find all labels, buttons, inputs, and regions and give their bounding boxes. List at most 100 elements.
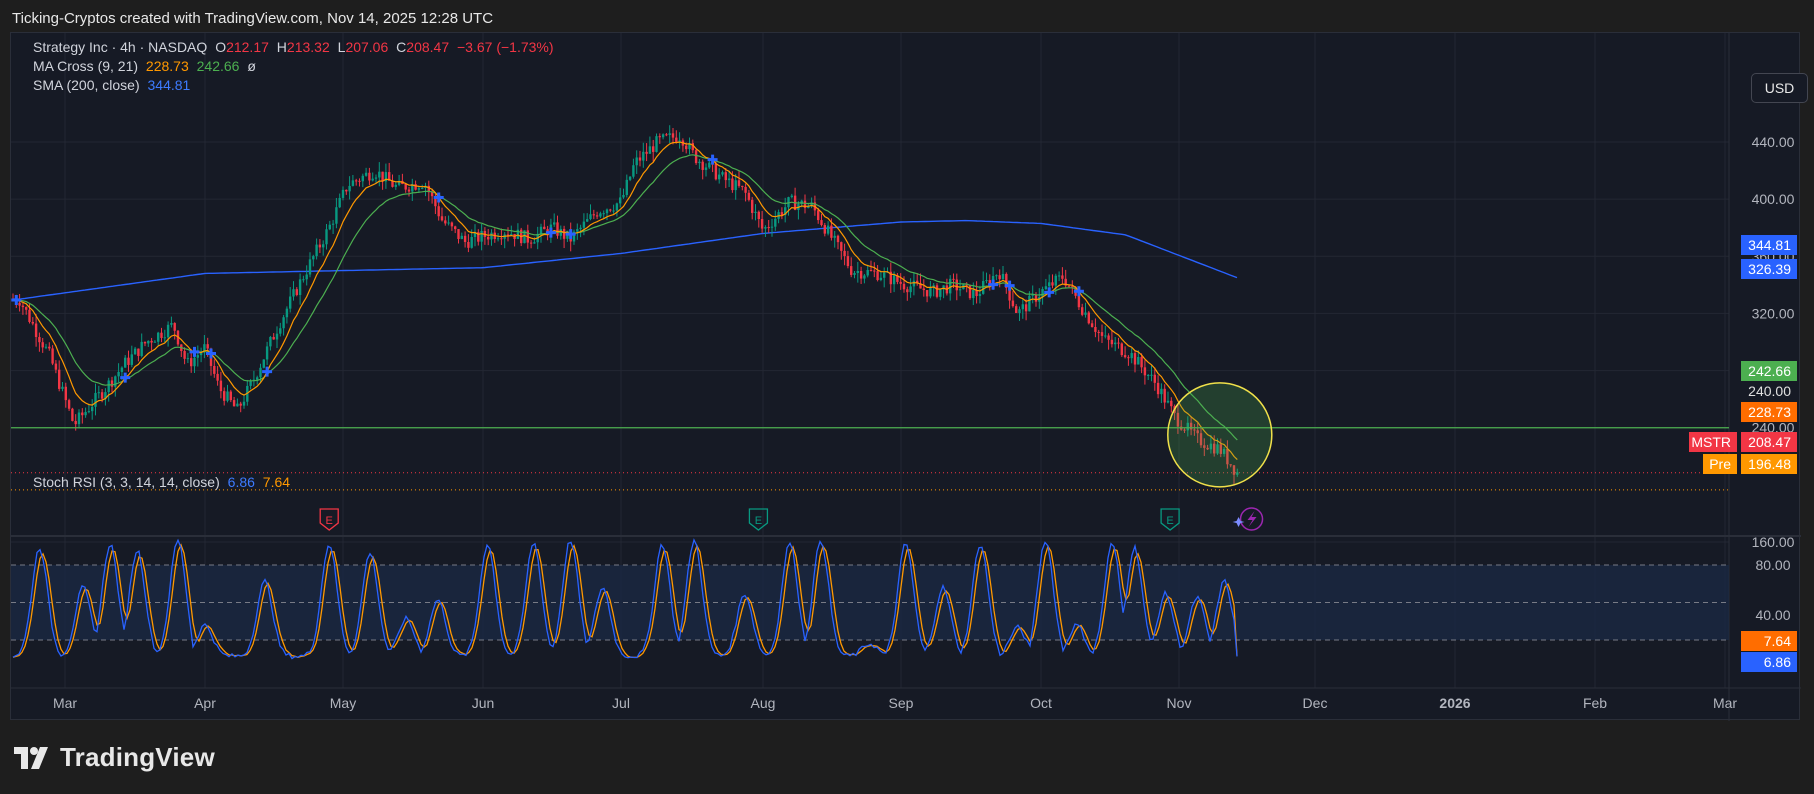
tradingview-logo-icon [14, 746, 48, 769]
candle-body [892, 275, 896, 285]
candle-body [133, 348, 137, 355]
candle-body [1048, 282, 1051, 287]
candle-body [625, 179, 628, 195]
candle-body [463, 235, 467, 242]
candle-body [226, 391, 229, 401]
chart-frame[interactable]: EEEE 440.00400.00360.00320.00280.00240.0… [10, 32, 1808, 721]
legend-symbol[interactable]: Strategy Inc · 4h · NASDAQ [33, 39, 208, 55]
candle-body [1226, 448, 1229, 465]
candle-body [833, 235, 836, 238]
candle-body [533, 242, 536, 244]
candle-body [925, 290, 929, 297]
price-tag-hline: 240.00 [1741, 381, 1797, 401]
candle-body [213, 365, 216, 374]
candle-body [1140, 356, 1143, 368]
candle-body [1084, 312, 1087, 315]
candle-body [1081, 307, 1084, 315]
candle-body [609, 209, 612, 211]
candle-body [724, 172, 727, 181]
candle-body [529, 242, 533, 244]
stoch-axis-tick: 40.00 [1755, 607, 1790, 623]
candle-body [701, 161, 704, 170]
candle-body [949, 278, 952, 294]
stoch-label: Stoch RSI (3, 3, 14, 14, close) [33, 474, 220, 490]
candle-body [269, 336, 272, 347]
legend-stoch[interactable]: Stoch RSI (3, 3, 14, 14, close) 6.86 7.6… [33, 474, 294, 490]
candle-body [1117, 342, 1120, 344]
price-tag-premarket: 196.48 [1741, 454, 1797, 474]
time-axis-tick: Mar [1713, 695, 1737, 711]
candle-body [193, 357, 196, 367]
candle-body [137, 348, 140, 356]
candle-body [74, 420, 77, 425]
candle-body [1051, 282, 1054, 286]
candle-body [539, 226, 543, 234]
candle-body [186, 358, 190, 360]
candle-body [48, 346, 51, 349]
ma-cross-marker [1044, 287, 1055, 298]
price-axis-tick: 320.00 [1752, 305, 1795, 321]
price-axis-tick: 400.00 [1752, 191, 1795, 207]
candle-body [619, 197, 622, 204]
candle-body [1127, 357, 1130, 359]
candle-body [876, 271, 879, 281]
candle-body [909, 286, 912, 293]
candle-body [665, 134, 668, 136]
candle-body [982, 281, 985, 294]
candle-body [157, 332, 160, 342]
time-axis-tick: Dec [1303, 695, 1328, 711]
candle-body [358, 180, 361, 182]
time-axis-tick: May [330, 695, 356, 711]
candle-body [1163, 388, 1166, 403]
tradingview-logo[interactable]: TradingView [14, 742, 215, 773]
legend-low-label: L [337, 39, 346, 55]
earnings-event-label: E [755, 515, 762, 527]
candle-body [1094, 327, 1097, 332]
legend-ma-cross[interactable]: MA Cross (9, 21) 228.73 242.66 ø [33, 58, 260, 74]
ma-cross-marker [262, 366, 273, 377]
candle-body [1130, 353, 1133, 359]
candle-body [444, 220, 447, 224]
candle-body [1213, 443, 1216, 454]
candle-body [100, 392, 104, 399]
candle-body [328, 224, 331, 230]
chart-caption: Ticking-Cryptos created with TradingView… [12, 10, 494, 27]
candle-body [939, 289, 942, 297]
candle-body [460, 235, 463, 239]
earnings-event-icon [319, 508, 339, 531]
time-axis-tick: Oct [1030, 695, 1052, 711]
candle-body [388, 172, 391, 181]
candle-body [1097, 331, 1100, 333]
candle-body [1160, 388, 1163, 395]
candle-body [879, 277, 883, 281]
candle-body [71, 408, 74, 421]
candle-body [289, 296, 292, 309]
stoch-tag-d: 7.64 [1741, 631, 1797, 651]
candle-body [642, 151, 645, 161]
candle-body [163, 337, 166, 339]
ma-hidden-icon[interactable]: ø [247, 58, 256, 74]
time-axis-tick: Apr [194, 695, 216, 711]
price-tag-blue-secondary: 326.39 [1741, 259, 1797, 279]
currency-button[interactable]: USD [1751, 73, 1808, 103]
candle-body [734, 180, 737, 191]
candle-body [856, 270, 859, 273]
candle-body [153, 341, 157, 343]
candle-body [1011, 300, 1015, 307]
candle-body [18, 302, 21, 306]
legend-sma[interactable]: SMA (200, close) 344.81 [33, 77, 194, 93]
candle-body [612, 210, 615, 212]
candle-body [430, 192, 434, 197]
candle-body [1137, 356, 1140, 365]
candle-body [130, 354, 133, 365]
candle-body [117, 371, 120, 377]
candle-body [282, 317, 285, 329]
candle-body [322, 244, 325, 248]
candle-body [708, 162, 711, 168]
candle-body [1041, 289, 1044, 297]
candle-body [110, 380, 114, 387]
candle-body [279, 328, 282, 334]
time-axis-tick: 2026 [1439, 695, 1470, 711]
candle-body [658, 136, 661, 138]
chart-canvas[interactable]: EEEE 440.00400.00360.00320.00280.00240.0… [11, 33, 1801, 721]
